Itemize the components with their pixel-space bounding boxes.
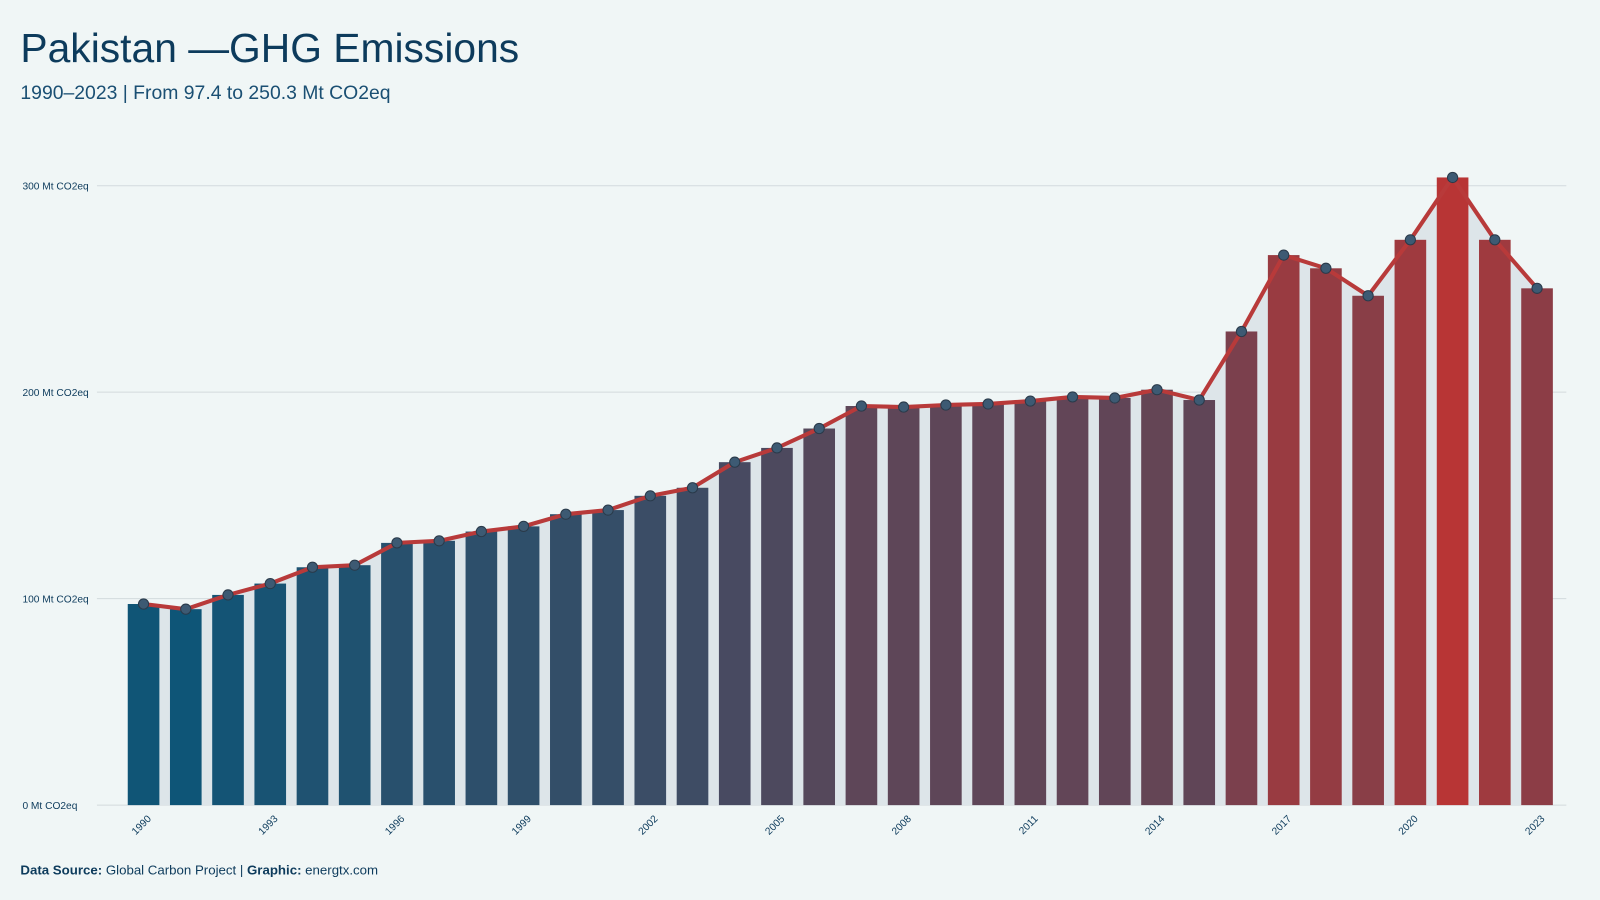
bar: [718, 462, 751, 806]
point: [264, 577, 276, 590]
bar: [465, 531, 498, 806]
point: [306, 561, 319, 573]
point: [813, 422, 825, 435]
point: [1278, 249, 1290, 261]
y-tick-label: 100 Mt CO2eq: [22, 594, 89, 605]
x-tick-label: 2005: [763, 814, 787, 838]
point: [940, 399, 952, 411]
point: [686, 482, 699, 494]
bar: [676, 487, 709, 806]
chart-title: Pakistan —GHG Emissions: [20, 25, 519, 71]
point: [982, 398, 994, 410]
point: [1066, 391, 1079, 403]
bar: [1098, 397, 1131, 806]
point: [1446, 171, 1459, 184]
y-tick-label: 300 Mt CO2eq: [22, 181, 89, 192]
bar: [1267, 255, 1300, 806]
bar: [930, 404, 962, 806]
bar: [1352, 295, 1384, 806]
bar: [1225, 331, 1258, 806]
point: [602, 504, 614, 516]
point: [1404, 234, 1416, 246]
x-tick-label: 1999: [510, 814, 534, 838]
bar: [296, 567, 329, 806]
x-tick-label: 2023: [1524, 814, 1548, 838]
footer: Data Source: Global Carbon Project | Gra…: [20, 862, 378, 877]
bar: [550, 514, 582, 806]
point: [560, 508, 572, 520]
point: [1489, 234, 1501, 246]
source-label: Data Source:: [20, 862, 102, 877]
bar: [1394, 239, 1427, 806]
bar: [1056, 396, 1089, 806]
point: [137, 598, 150, 610]
bar: [507, 526, 540, 806]
y-tick-label: 200 Mt CO2eq: [22, 388, 89, 399]
bar: [634, 495, 667, 806]
point: [1109, 392, 1121, 404]
bar: [1141, 389, 1173, 806]
x-tick-label: 1993: [257, 814, 281, 838]
point: [644, 490, 656, 502]
x-tick-label: 1990: [130, 814, 154, 838]
point: [729, 456, 741, 468]
bar: [169, 609, 202, 806]
bar: [1183, 400, 1216, 806]
bar: [1521, 288, 1553, 806]
chart-subtitle: 1990–2023 | From 97.4 to 250.3 Mt CO2eq: [20, 82, 390, 104]
point: [222, 589, 234, 601]
credit: energtx.com: [305, 862, 378, 877]
point: [180, 603, 192, 615]
bar: [592, 510, 624, 806]
point: [1235, 325, 1248, 338]
point: [1024, 395, 1036, 407]
x-tick-label: 2020: [1397, 814, 1421, 838]
bar: [845, 406, 878, 806]
point: [475, 525, 487, 538]
x-tick-label: 2011: [1017, 813, 1041, 837]
bar: [1310, 268, 1342, 806]
bar: [212, 594, 244, 806]
bar: [1479, 239, 1511, 806]
point: [349, 559, 361, 571]
bar: [1014, 401, 1047, 806]
x-tick-label: 2002: [637, 814, 661, 838]
point: [1531, 282, 1543, 294]
point: [855, 400, 868, 412]
credit-label: Graphic:: [247, 862, 301, 877]
x-tick-label: 2008: [890, 814, 914, 838]
bar: [887, 407, 920, 806]
source: Global Carbon Project |: [106, 862, 243, 877]
point: [1320, 262, 1332, 274]
point: [391, 537, 403, 549]
x-tick-label: 1996: [383, 814, 407, 838]
bar: [254, 583, 287, 806]
bar: [381, 542, 413, 806]
point: [1193, 394, 1205, 406]
bar: [761, 447, 793, 806]
point: [771, 442, 783, 454]
bar: [423, 540, 455, 806]
x-tick-label: 2014: [1143, 814, 1167, 838]
y-tick-label: 0 Mt CO2eq: [22, 801, 77, 812]
point: [433, 535, 445, 547]
point: [517, 520, 530, 532]
point: [1362, 290, 1374, 302]
point: [898, 401, 910, 413]
bar: [1436, 177, 1469, 806]
line: [143, 175, 1539, 612]
bar: [338, 565, 371, 806]
point: [1151, 384, 1163, 396]
bar: [127, 604, 160, 806]
x-tick-label: 2017: [1270, 814, 1294, 838]
bar: [803, 428, 836, 806]
bar: [972, 403, 1004, 806]
